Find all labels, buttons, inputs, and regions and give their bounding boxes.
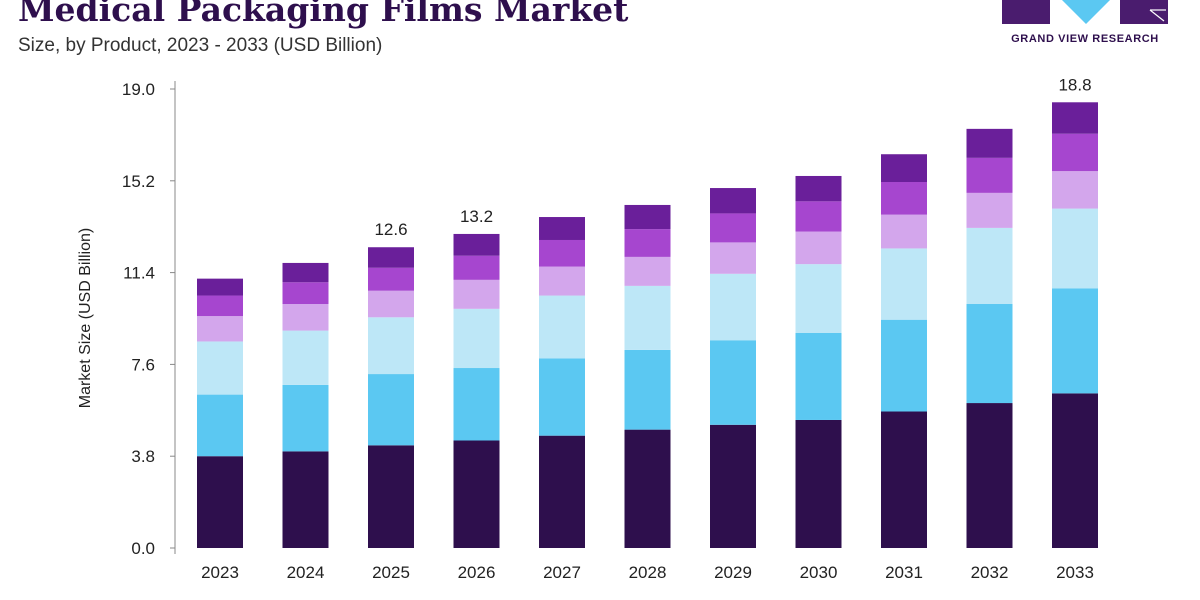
bar-segment-2026-s1 [453,440,500,548]
bar-segment-2024-s1 [282,451,329,548]
bar-segment-2031-s6 [881,154,927,183]
bar-segment-2025-s5 [368,267,414,291]
chart-title: Medical Packaging Films Market [18,0,629,29]
bar-segment-2032-s6 [966,128,1013,158]
x-tick-label: 2028 [629,563,667,582]
bar-segment-2025-s4 [368,290,414,318]
bar-segment-2026-s4 [453,279,500,309]
bar-segment-2029-s2 [710,340,756,425]
y-tick-label: 3.8 [131,447,155,466]
bar-segment-2031-s3 [881,248,927,320]
bar-segment-2033-s1 [1052,393,1098,548]
brand-name: GRAND VIEW RESEARCH [1011,33,1159,45]
bar-segment-2023-s6 [197,278,243,296]
bar-segment-2025-s1 [368,445,414,548]
bar-segment-2030-s4 [795,231,842,265]
bar-segment-2025-s2 [368,374,414,446]
bar-segment-2031-s2 [881,319,927,412]
bar-segment-2031-s4 [881,214,927,249]
bar-segment-2026-s3 [453,308,500,369]
bar-segment-2024-s6 [282,262,329,283]
bar-segment-2030-s1 [795,419,842,548]
bar-segment-2028-s6 [624,204,671,230]
bar-segment-2026-s2 [453,368,500,441]
x-tick-label: 2029 [714,563,752,582]
bar-segment-2030-s6 [795,175,842,202]
bar-segment-2029-s3 [710,273,756,341]
bar-segment-2027-s5 [539,239,585,267]
total-label: 18.8 [1058,75,1091,94]
x-tick-label: 2032 [971,563,1009,582]
bar-segment-2030-s2 [795,332,842,420]
bar-segment-2030-s3 [795,264,842,333]
total-label: 12.6 [374,220,407,239]
bar-segment-2032-s2 [966,304,1013,404]
bar-segment-2025-s3 [368,317,414,375]
bar-segment-2028-s5 [624,229,671,257]
bar-segment-2023-s2 [197,394,243,457]
bar-segment-2023-s3 [197,341,243,395]
bar-segment-2027-s2 [539,358,585,436]
bar-segment-2027-s6 [539,217,585,240]
x-tick-label: 2033 [1056,563,1094,582]
bar-segment-2024-s2 [282,384,329,452]
bar-segment-2031-s5 [881,182,927,215]
bar-segment-2027-s3 [539,295,585,359]
bar-segment-2028-s3 [624,285,671,350]
y-tick-label: 0.0 [131,539,155,558]
bar-segment-2023-s4 [197,316,243,342]
x-tick-label: 2027 [543,563,581,582]
bar-segment-2025-s6 [368,247,414,268]
x-tick-label: 2030 [800,563,838,582]
bar-segment-2029-s4 [710,242,756,274]
bar-segment-2027-s4 [539,266,585,296]
y-tick-label: 15.2 [122,172,155,191]
bar-segment-2024-s3 [282,330,329,385]
bar-segment-2029-s6 [710,188,756,214]
bar-segment-2031-s1 [881,411,927,548]
grand-view-research-logo-icon [1002,0,1168,24]
y-tick-label: 7.6 [131,355,155,374]
bar-segment-2033-s3 [1052,208,1098,289]
bar-segment-2033-s2 [1052,288,1098,394]
bar-segment-2028-s1 [624,429,671,548]
bar-segment-2032-s3 [966,227,1013,305]
chart-subtitle: Size, by Product, 2023 - 2033 (USD Billi… [18,35,383,56]
bar-segment-2030-s5 [795,201,842,232]
x-tick-label: 2025 [372,563,410,582]
bar-segment-2027-s1 [539,435,585,548]
x-tick-label: 2023 [201,563,239,582]
bar-segment-2028-s2 [624,349,671,430]
x-tick-label: 2031 [885,563,923,582]
bar-segment-2024-s4 [282,304,329,331]
bar-segment-2032-s5 [966,157,1013,193]
bar-segment-2033-s6 [1052,102,1098,134]
bar-segment-2026-s5 [453,255,500,280]
x-tick-label: 2024 [287,563,325,582]
y-tick-label: 11.4 [123,264,155,283]
bar-segment-2032-s4 [966,192,1013,228]
bar-segment-2026-s6 [453,233,500,256]
y-tick-label: 19.0 [122,80,155,99]
bar-segment-2033-s4 [1052,171,1098,209]
total-label: 13.2 [460,207,493,226]
bar-segment-2028-s4 [624,256,671,286]
bar-segment-2032-s1 [966,403,1013,548]
bar-segment-2023-s1 [197,456,243,548]
bar-segment-2029-s5 [710,213,756,243]
bar-segment-2023-s5 [197,295,243,317]
bar-segment-2029-s1 [710,424,756,548]
bar-segment-2024-s5 [282,282,329,305]
x-tick-label: 2026 [458,563,496,582]
bar-segment-2033-s5 [1052,133,1098,172]
